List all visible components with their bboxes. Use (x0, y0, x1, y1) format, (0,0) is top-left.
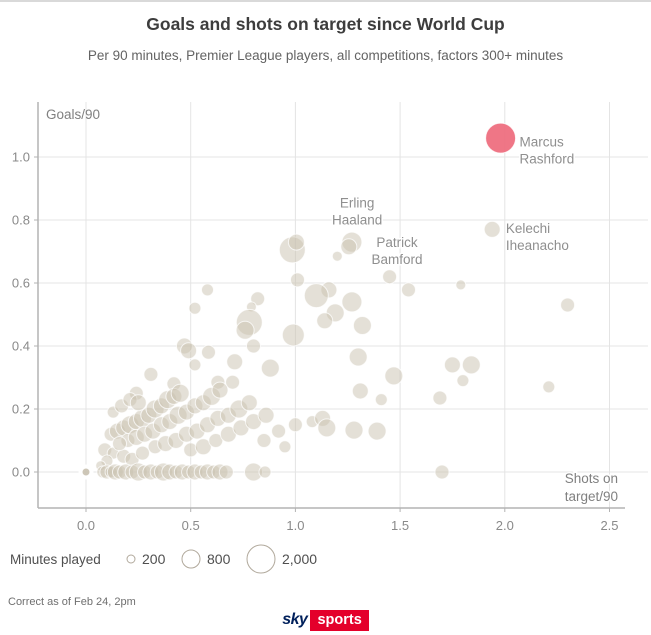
player-bubble (78, 464, 94, 480)
tick-labels: 0.0 0.5 1.0 1.5 2.0 2.5 0.0 0.2 0.4 0.6 0.8 1.0 (12, 150, 619, 534)
chart-subtitle: Per 90 minutes, Premier League players, … (87, 48, 564, 63)
player-bubble (331, 250, 343, 262)
y-tick-label: 0.0 (12, 465, 30, 480)
axis-titles: Goals/90 Shots on target/90 (46, 107, 620, 506)
player-bubble (235, 320, 255, 340)
player-bubble (257, 406, 275, 424)
player-bubble (170, 383, 190, 403)
highlight-bubble (485, 122, 517, 154)
player-bubble (260, 358, 280, 378)
x-tick-label: 1.5 (391, 518, 409, 533)
player-bubble (456, 374, 470, 388)
player-bubble (303, 283, 329, 309)
player-bubble (401, 282, 416, 298)
player-bubble (112, 436, 127, 452)
x-tick-label: 0.5 (182, 518, 200, 533)
player-bubble (180, 342, 198, 360)
player-annotation-label: Erling (340, 196, 375, 211)
y-tick-label: 0.4 (12, 339, 30, 354)
axes (34, 102, 625, 512)
player-bubble (225, 374, 241, 390)
size-legend-value: 200 (142, 551, 166, 567)
player-bubble (461, 355, 481, 375)
player-bubble (340, 238, 358, 256)
player-bubble (188, 301, 202, 315)
x-tick-label: 1.0 (286, 518, 304, 533)
size-legend-circle (126, 554, 136, 564)
player-bubble (367, 421, 387, 441)
player-bubble (129, 394, 147, 412)
player-annotation-label: Haaland (332, 213, 382, 228)
size-legend-title: Minutes played (10, 552, 101, 567)
size-legend-circle (246, 544, 276, 574)
player-bubble (287, 417, 303, 433)
player-annotation-label: Marcus (519, 134, 564, 149)
player-bubble (384, 366, 404, 386)
x-tick-label: 2.0 (496, 518, 514, 533)
player-annotations: Marcus Rashford Kelechi Iheanacho Erling Haal… (331, 133, 576, 269)
player-bubble (271, 423, 287, 439)
player-annotation-label: Bamford (371, 252, 422, 267)
bubbles (78, 122, 576, 482)
player-bubble (374, 393, 388, 407)
player-bubble (542, 380, 556, 394)
player-bubble (344, 420, 364, 440)
player-bubble (290, 272, 305, 288)
size-legend-value: 2,000 (282, 551, 317, 567)
y-tick-label: 0.6 (12, 276, 30, 291)
x-tick-label: 2.5 (600, 518, 618, 533)
player-bubble (240, 394, 258, 412)
player-bubble (432, 390, 448, 406)
player-bubble (226, 353, 244, 371)
player-bubble (351, 382, 369, 400)
player-annotation-label: Patrick (376, 235, 418, 250)
player-bubble (135, 445, 150, 461)
player-bubble (201, 344, 216, 360)
size-legend: Minutes played 200 800 2,000 (10, 544, 317, 574)
y-tick-label: 0.2 (12, 402, 30, 417)
player-bubble (211, 381, 229, 399)
size-legend-circle (181, 549, 201, 569)
player-bubble (317, 418, 337, 438)
player-bubble (560, 297, 576, 313)
correct-as-of-note: Correct as of Feb 24, 2pm (8, 596, 136, 608)
chart-title: Goals and shots on target since World Cu… (146, 14, 505, 34)
y-axis-title: Goals/90 (46, 107, 100, 122)
player-bubble (443, 356, 461, 374)
x-axis-title: target/90 (565, 489, 618, 504)
x-tick-label: 0.0 (77, 518, 95, 533)
y-tick-label: 1.0 (12, 150, 30, 165)
player-annotation-label: Rashford (519, 151, 574, 166)
y-tick-label: 0.8 (12, 213, 30, 228)
player-bubble (278, 440, 292, 454)
size-legend-value: 800 (207, 551, 231, 567)
player-bubble (352, 316, 372, 335)
player-bubble (287, 233, 305, 251)
player-annotation-label: Kelechi (506, 221, 550, 236)
player-bubble (246, 338, 261, 354)
player-bubble (201, 283, 214, 297)
sky-sports-logo: sky sports (0, 610, 651, 631)
scatter-chart: 0.0 0.5 1.0 1.5 2.0 2.5 0.0 0.2 0.4 0.6 0.8 1.0 Goal… (10, 102, 648, 574)
player-bubble (434, 464, 450, 480)
player-bubble (382, 269, 398, 285)
player-bubble (483, 220, 501, 238)
player-bubble (218, 464, 234, 480)
player-annotation-label: Iheanacho (506, 238, 569, 253)
player-bubble (143, 366, 159, 382)
player-bubble (256, 433, 272, 448)
player-bubble (316, 312, 334, 330)
sports-logo-text: sports (310, 610, 369, 631)
sky-logo-text: sky (282, 611, 308, 628)
player-bubble (455, 279, 467, 291)
player-bubble (194, 438, 212, 456)
player-bubble (258, 465, 272, 479)
player-bubble (188, 358, 202, 372)
player-bubble (341, 291, 363, 313)
player-bubble (281, 323, 305, 347)
player-bubble (348, 347, 368, 367)
x-axis-title: Shots on (565, 471, 618, 486)
